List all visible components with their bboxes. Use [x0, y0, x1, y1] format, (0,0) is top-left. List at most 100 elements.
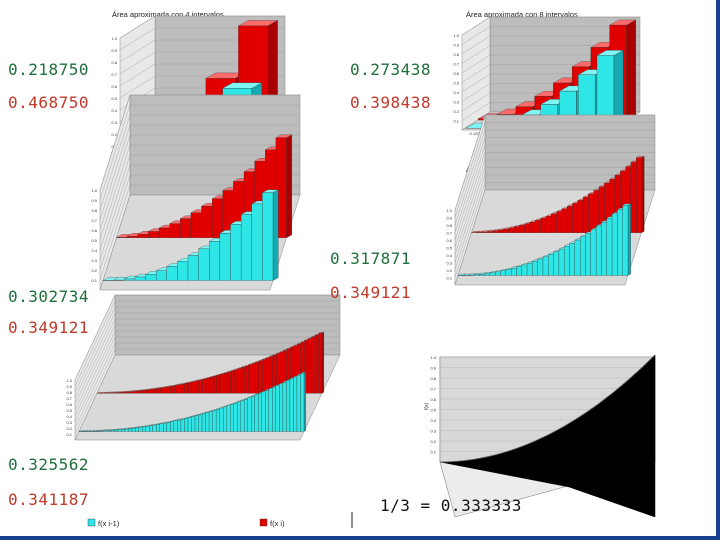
bar-left	[110, 430, 115, 432]
bar-left	[617, 209, 623, 276]
area-64-left-value: 0.325562	[8, 455, 90, 474]
bar-left	[145, 426, 150, 432]
y-tick-label: 0.9	[446, 216, 452, 221]
legend-label-right: f(x i)	[270, 519, 285, 528]
gridline	[74, 336, 116, 423]
y-tick-label: 0.3	[111, 120, 117, 125]
bar-right	[188, 382, 193, 394]
y-tick-label: 0.9	[91, 198, 97, 203]
bar-left	[500, 270, 506, 276]
gridline	[454, 144, 486, 241]
bar-right-side	[641, 156, 645, 234]
bar-right	[128, 391, 133, 394]
bar-left	[606, 217, 613, 276]
area-32-right-value: 0.349121	[330, 283, 412, 302]
bar-left	[275, 385, 280, 432]
bar-left	[268, 388, 273, 432]
bar-left	[209, 241, 221, 281]
bar-right	[233, 369, 238, 394]
bar-left	[262, 192, 274, 281]
gridline	[454, 174, 486, 271]
bar-right	[216, 375, 221, 394]
bar-right	[167, 386, 171, 394]
bar-right	[561, 208, 568, 233]
gridline	[461, 35, 491, 55]
y-tick-label: 0.7	[430, 387, 436, 392]
bar-right-side	[626, 19, 636, 121]
bar-right	[137, 234, 149, 238]
bar-left	[537, 258, 544, 276]
bar-left	[574, 239, 581, 276]
bar-left	[289, 378, 294, 432]
area-32-left-value: 0.317871	[330, 249, 412, 268]
bar-right	[202, 379, 207, 394]
bar-left	[166, 266, 178, 281]
bar-right	[195, 380, 200, 394]
bar-right	[148, 231, 160, 238]
bar-right	[124, 391, 129, 394]
bar-left	[134, 276, 146, 281]
y-tick-label: 0.6	[453, 71, 459, 76]
bar-right	[158, 227, 170, 238]
bar-left-side	[303, 372, 306, 432]
bar-left	[131, 428, 136, 432]
area-4-left-value: 0.218750	[8, 60, 90, 79]
bar-left	[473, 274, 480, 276]
gridline	[99, 144, 131, 241]
y-tick-label: 0.8	[111, 60, 117, 65]
gridline	[74, 294, 116, 381]
y-tick-label: 0.9	[430, 366, 436, 371]
gridline	[454, 122, 486, 218]
y-tick-label: 0.8	[446, 223, 452, 228]
bar-left	[282, 382, 287, 432]
bar-right	[126, 236, 138, 238]
gridline	[454, 182, 486, 278]
bar-left	[191, 416, 196, 432]
y-tick-label: 0.2	[91, 268, 97, 273]
bar-right	[211, 198, 223, 238]
bar-right	[135, 390, 140, 394]
bar-left	[156, 424, 161, 432]
bar-left	[152, 424, 157, 432]
bar-right	[492, 230, 499, 233]
bar-left	[272, 387, 277, 432]
gridline	[99, 184, 131, 281]
bar-left	[601, 221, 607, 276]
y-tick-label: 0.5	[453, 81, 459, 86]
bar-right	[170, 386, 175, 394]
bar-left	[212, 410, 217, 432]
y-tick-label: 1.0	[91, 188, 97, 193]
y-tick-label: 0.3	[91, 258, 97, 263]
gridline	[74, 348, 116, 435]
bar-left	[142, 426, 146, 432]
y-tick-label: 0.4	[91, 248, 97, 253]
bar-right	[551, 213, 557, 233]
bar-left	[595, 225, 602, 276]
bar-right	[169, 223, 181, 238]
bar-left	[166, 422, 171, 432]
bar-right	[219, 374, 224, 394]
bar-right	[146, 389, 150, 394]
bar-left	[251, 396, 255, 432]
bar-left	[258, 393, 262, 432]
bar-left	[569, 243, 576, 276]
gridline	[119, 15, 156, 39]
y-tick-label: 0.6	[91, 228, 97, 233]
chart-16-intervals: Área aproximada con 16 intervalos0.10.20…	[91, 94, 301, 291]
gridline	[99, 114, 131, 211]
bar-left	[124, 278, 136, 281]
y-tick-label: 0.7	[111, 72, 117, 77]
x-tick-label: 0.125	[470, 131, 481, 136]
legend-swatch-right	[259, 518, 268, 527]
bar-left	[286, 380, 291, 432]
gridline	[74, 300, 116, 387]
bar-left	[173, 420, 178, 432]
y-tick-label: 0.8	[66, 390, 72, 395]
y-tick-label: 0.9	[111, 48, 117, 53]
bar-right	[251, 363, 256, 394]
legend-label-left: f(x i-1)	[98, 519, 120, 528]
bar-left	[198, 414, 203, 432]
gridline	[74, 312, 116, 399]
bar-right	[481, 231, 488, 233]
bar-left	[244, 398, 248, 432]
